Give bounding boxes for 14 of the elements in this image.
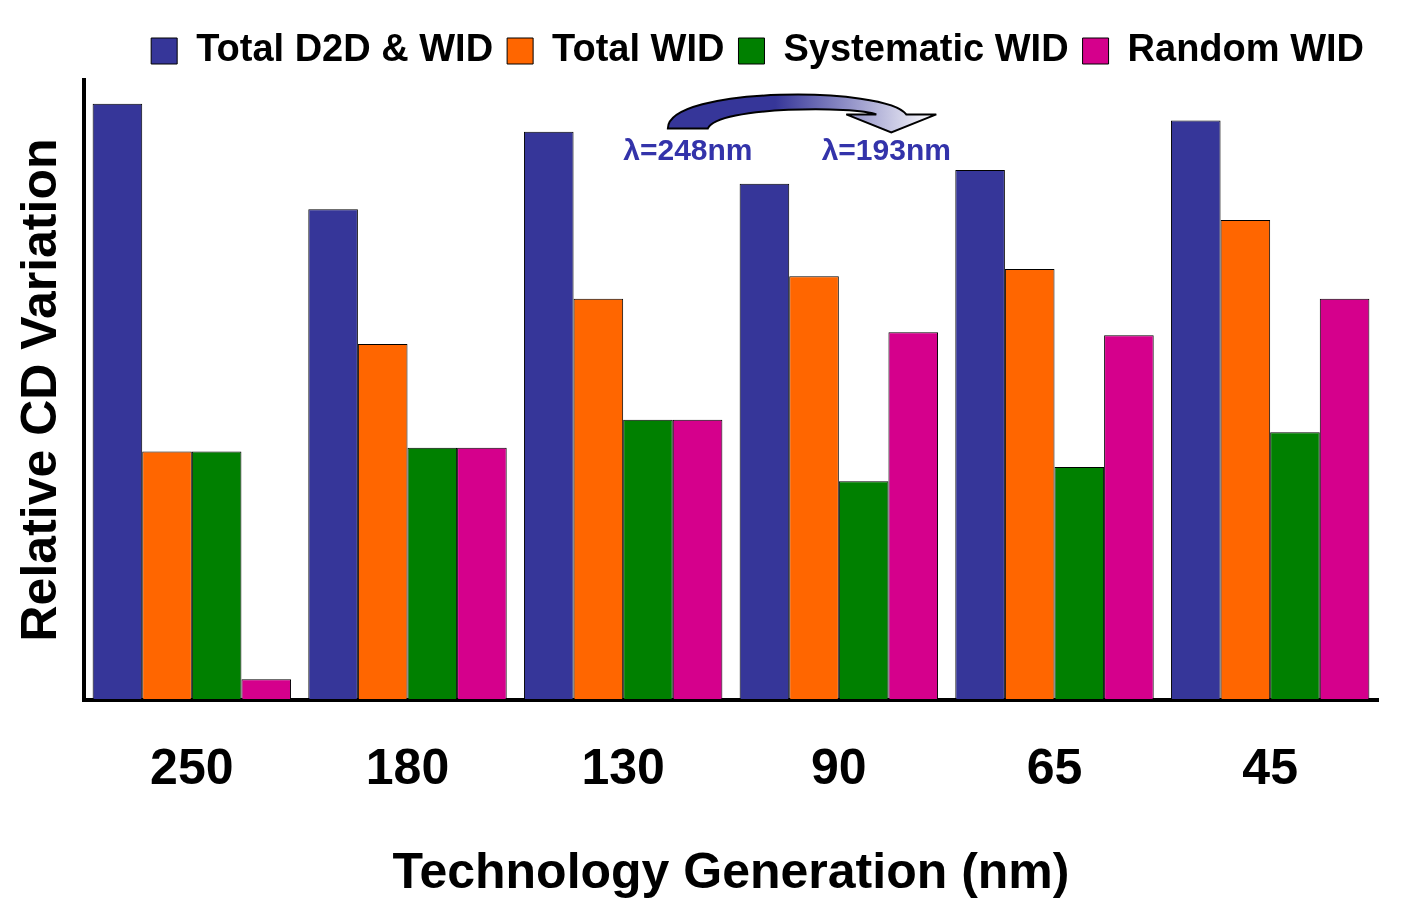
x-tick-label: 250 [150, 738, 234, 795]
x-tick-label: 90 [811, 738, 867, 795]
x-tick-label: 45 [1242, 738, 1298, 795]
x-axis-title: Technology Generation (nm) [392, 842, 1070, 899]
y-axis-title: Relative CD Variation [10, 138, 67, 642]
x-tick-label: 65 [1026, 738, 1083, 795]
x-tick-label: 130 [581, 738, 665, 795]
x-tick-label: 180 [365, 738, 450, 795]
legend-label: Random WID [1127, 27, 1365, 70]
annotation: λ=248nm [623, 132, 753, 166]
annotation: λ=193nm [821, 132, 951, 166]
legend-label: Systematic WID [783, 27, 1069, 70]
legend-label: Total D2D & WID [196, 27, 494, 70]
legend-label: Total WID [552, 27, 725, 70]
